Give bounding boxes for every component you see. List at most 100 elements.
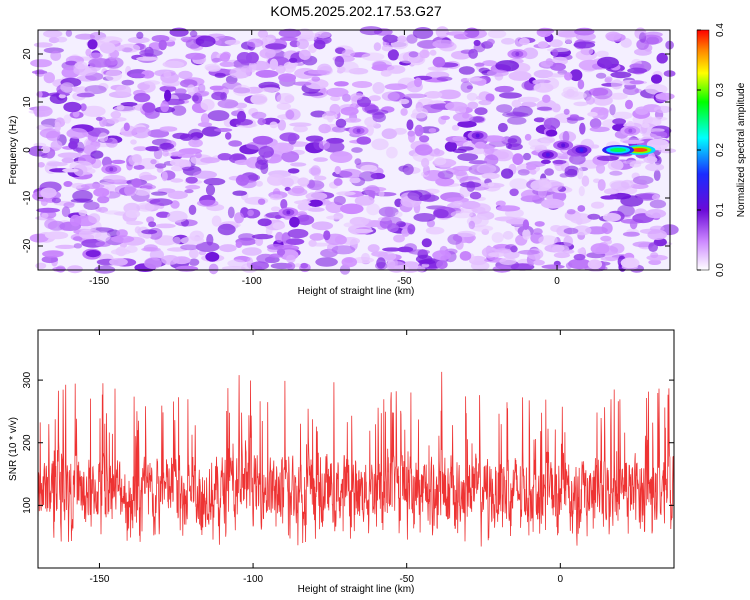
heatmap-cell bbox=[270, 142, 294, 154]
heatmap-cell bbox=[499, 92, 522, 99]
heatmap-cell bbox=[484, 154, 499, 166]
heatmap-cell bbox=[581, 175, 590, 187]
heatmap-cell bbox=[83, 201, 100, 210]
heatmap-cell bbox=[578, 186, 585, 197]
heatmap-cell bbox=[366, 203, 380, 216]
heatmap-cell bbox=[169, 27, 189, 37]
heatmap-cell bbox=[546, 47, 570, 53]
heatmap-cell bbox=[408, 249, 430, 255]
heatmap-cell bbox=[257, 218, 272, 227]
heatmap-y-axis: -20 -10 0 10 20 bbox=[22, 48, 670, 253]
heatmap-cell bbox=[595, 72, 607, 79]
heatmap-cell bbox=[494, 248, 512, 254]
heatmap-cell bbox=[501, 168, 514, 179]
heatmap-cell bbox=[341, 257, 358, 268]
heatmap-cell bbox=[63, 101, 82, 113]
heatmap-cell bbox=[602, 212, 622, 222]
heatmap-cell bbox=[532, 79, 539, 85]
heatmap-cell bbox=[373, 42, 382, 51]
heatmap-cell bbox=[617, 204, 635, 217]
heatmap-cell bbox=[538, 235, 558, 246]
heatmap-cell bbox=[98, 36, 123, 45]
heatmap-cell bbox=[150, 159, 157, 165]
heatmap-cell bbox=[139, 49, 163, 57]
heatmap-cell bbox=[159, 142, 174, 150]
heatmap-cell bbox=[188, 258, 200, 266]
heatmap-cell bbox=[552, 49, 559, 57]
heatmap-cell bbox=[408, 131, 416, 143]
heatmap-cell bbox=[198, 83, 206, 93]
heatmap-cell bbox=[408, 51, 419, 58]
heatmap-cell bbox=[197, 122, 213, 128]
heatmap-cell bbox=[381, 91, 400, 102]
heatmap-cell bbox=[60, 82, 75, 93]
heatmap-cell bbox=[133, 92, 151, 103]
heatmap-cell bbox=[620, 257, 640, 269]
heatmap-cell bbox=[247, 209, 255, 217]
heatmap-cell bbox=[63, 181, 73, 187]
heatmap-cell bbox=[87, 39, 98, 50]
heatmap-cell bbox=[577, 167, 584, 180]
heatmap-cell bbox=[257, 198, 266, 205]
heatmap-cell bbox=[318, 123, 332, 134]
heatmap-cell bbox=[219, 61, 235, 67]
heatmap-cell bbox=[72, 236, 83, 241]
heatmap-cell bbox=[518, 37, 530, 46]
heatmap-cell bbox=[151, 191, 168, 196]
heatmap-cell bbox=[36, 207, 60, 213]
heatmap-cell bbox=[365, 124, 374, 136]
heatmap-cell bbox=[133, 164, 145, 170]
heatmap-cell bbox=[247, 174, 260, 181]
heatmap-cell bbox=[457, 230, 476, 238]
heatmap-cell bbox=[376, 257, 386, 269]
heatmap-cell bbox=[161, 171, 168, 182]
snr-background bbox=[38, 330, 674, 568]
heatmap-cell bbox=[57, 152, 82, 159]
heatmap-cell bbox=[528, 138, 551, 148]
heatmap-cell bbox=[577, 79, 585, 90]
heatmap-cell bbox=[517, 169, 530, 176]
x-tick-label: -150 bbox=[89, 276, 109, 287]
heatmap-cell bbox=[545, 73, 568, 78]
y-tick-label: 0 bbox=[22, 147, 33, 153]
heatmap-cell bbox=[234, 212, 244, 224]
heatmap-cell bbox=[354, 94, 363, 100]
heatmap-cell bbox=[573, 101, 589, 107]
heatmap-cell bbox=[326, 215, 342, 220]
heatmap-cell bbox=[386, 146, 398, 159]
heatmap-cell bbox=[406, 34, 418, 44]
heatmap-cell bbox=[310, 242, 331, 247]
heatmap-cell bbox=[255, 237, 264, 247]
heatmap-cell bbox=[80, 183, 105, 189]
heatmap-cell bbox=[296, 214, 315, 226]
heatmap-cell bbox=[305, 78, 329, 90]
x-tick-label: -100 bbox=[243, 574, 263, 585]
heatmap-cell bbox=[349, 216, 369, 227]
heatmap-cell bbox=[130, 139, 137, 145]
heatmap-cell bbox=[33, 42, 53, 48]
heatmap-cell bbox=[290, 162, 307, 167]
heatmap-cell bbox=[208, 263, 219, 275]
heatmap-cell bbox=[344, 117, 362, 123]
heatmap-cell bbox=[445, 197, 469, 203]
heatmap-cell bbox=[279, 36, 298, 41]
heatmap-cell bbox=[569, 114, 580, 119]
heatmap-cell bbox=[159, 126, 178, 132]
heatmap-cell bbox=[50, 140, 63, 151]
heatmap-cell bbox=[286, 262, 296, 270]
heatmap-cell bbox=[70, 198, 94, 203]
heatmap-cell bbox=[287, 168, 300, 174]
snr-x-axis: -150 -100 -50 0 bbox=[89, 330, 564, 585]
heatmap-cell bbox=[285, 238, 305, 246]
heatmap-cell bbox=[111, 235, 135, 243]
heatmap-cell bbox=[143, 244, 158, 252]
heatmap-cell bbox=[534, 221, 545, 227]
heatmap-cell bbox=[110, 159, 126, 164]
heatmap-cell bbox=[393, 234, 405, 243]
heatmap-cell bbox=[133, 146, 148, 152]
heatmap-cell bbox=[300, 32, 319, 38]
heatmap-cell bbox=[148, 221, 157, 228]
heatmap-cell bbox=[553, 252, 571, 259]
heatmap-cell bbox=[185, 184, 201, 190]
